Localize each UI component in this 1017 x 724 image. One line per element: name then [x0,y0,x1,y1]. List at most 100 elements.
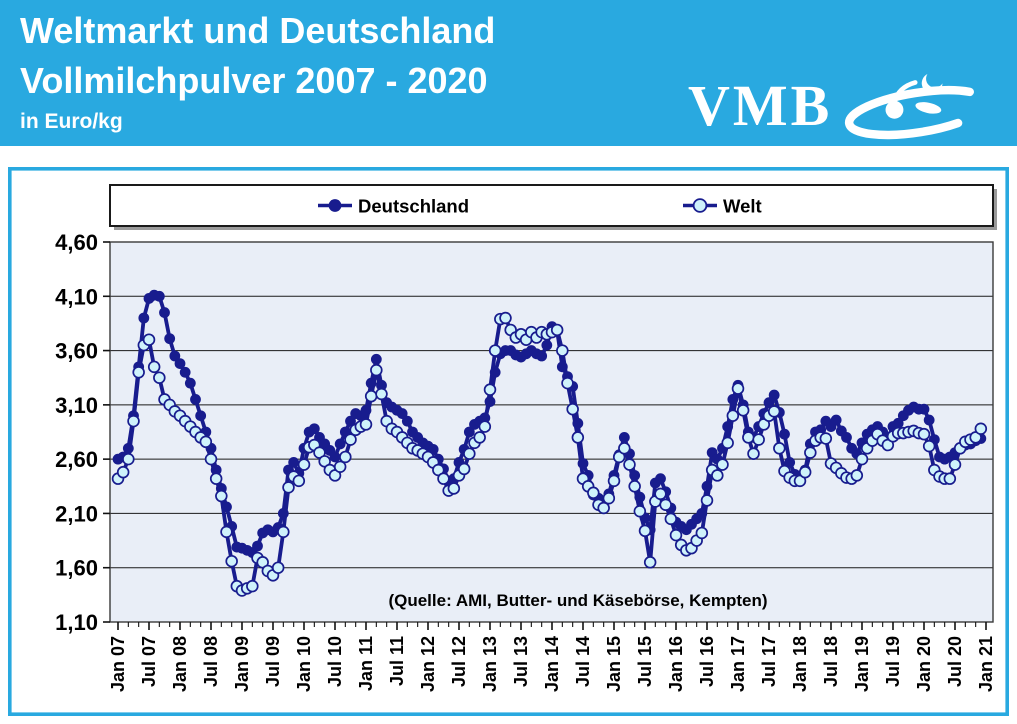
welt-marker [153,371,166,384]
y-tick-label: 2,10 [55,501,98,526]
welt-marker [747,447,760,460]
deutschland-marker [572,417,584,429]
deutschland-marker [841,432,852,443]
deutschland-marker [370,353,382,365]
deutschland-marker [722,421,734,432]
welt-marker [587,486,600,500]
chart-frame: 1,10 1,60 2,10 2,60 3,10 3,60 4,10 4,60 Jan 07 Ju… [8,167,1009,716]
legend-deutschland-label: Deutschland [358,196,469,217]
deutschland-marker [779,428,790,440]
welt-marker [623,458,636,471]
welt-marker [850,469,864,482]
x-tick-label: Jul 15 [635,636,655,687]
deutschland-marker [655,473,666,485]
deutschland-marker [629,470,641,481]
welt-marker [199,435,213,449]
welt-marker [370,363,383,377]
welt-marker [974,422,988,435]
deutschland-marker [396,408,408,419]
deutschland-marker [892,417,904,429]
welt-marker [742,431,755,444]
price-chart: 1,10 1,60 2,10 2,60 3,10 3,60 4,10 4,60 Jan 07 Ju… [8,167,1009,716]
page-title-line1: Weltmarkt und Deutschland [20,10,496,51]
x-tick-label: Jan 08 [170,636,190,692]
deutschland-marker [159,307,170,318]
y-tick-label: 4,60 [55,230,98,255]
unit-label: in Euro/kg [20,110,123,133]
welt-marker [447,482,461,495]
deutschland-marker [184,377,196,389]
welt-marker [700,494,714,507]
welt-marker [204,452,218,466]
welt-marker [297,458,311,471]
deutschland-marker [122,442,134,454]
deutschland-marker [169,350,181,362]
y-tick-label: 1,60 [55,556,98,581]
welt-marker [561,376,574,390]
deutschland-marker [634,491,646,503]
welt-marker [628,480,641,493]
welt-marker [917,427,931,441]
x-tick-label: Jul 11 [387,636,407,686]
welt-marker [220,525,233,539]
x-tick-label: Jul 12 [449,636,469,687]
welt-marker [483,383,497,396]
deutschland-marker [701,480,713,492]
welt-marker [819,432,833,445]
welt-marker [292,474,306,488]
welt-marker [659,498,672,511]
legend-deutschland-marker [328,199,342,212]
x-tick-label: Jul 18 [821,636,841,687]
x-tick-label: Jan 15 [604,636,624,692]
x-tick-label: Jan 09 [232,636,252,692]
welt-marker [116,465,130,479]
welt-marker [597,501,610,515]
x-tick-label: Jan 17 [728,636,748,692]
vmb-logo: VMB [688,68,1010,144]
welt-marker [339,450,352,464]
welt-marker [478,420,492,433]
deutschland-marker [308,423,320,435]
deutschland-marker [556,361,568,373]
x-tick-label: Jan 19 [852,636,872,692]
vmb-logo-text: VMB [688,73,833,138]
welt-marker [773,442,786,455]
welt-marker [711,469,724,482]
welt-marker [122,452,135,466]
y-tick-label: 2,60 [55,447,98,472]
deutschland-marker [784,457,796,468]
deutschland-marker [479,412,491,424]
welt-marker [556,344,569,357]
deutschland-marker [463,426,475,438]
deutschland-marker [541,339,553,351]
welt-marker [457,462,471,476]
welt-marker [638,524,652,538]
x-tick-label: Jul 07 [139,636,159,687]
welt-marker [618,442,631,455]
welt-marker [752,433,765,446]
deutschland-marker [179,366,191,378]
y-tick-label: 1,10 [55,610,98,635]
deutschland-marker [577,458,589,469]
welt-marker [654,487,667,501]
welt-marker [209,472,223,485]
x-tick-label: Jan 21 [976,636,996,692]
deutschland-marker [365,377,377,389]
legend-welt-label: Welt [723,196,762,217]
x-tick-label: Jan 14 [542,636,562,692]
welt-marker [344,433,357,446]
welt-marker [798,465,812,479]
title-block: Weltmarkt und Deutschland Vollmilchpulve… [20,6,495,134]
welt-marker [132,366,145,379]
welt-marker [550,323,564,337]
x-tick-label: Jan 11 [356,636,376,691]
deutschland-marker [334,438,346,450]
x-tick-label: Jul 13 [511,636,531,687]
deutschland-marker [618,432,630,443]
welt-marker [922,439,936,453]
welt-marker [359,418,373,431]
welt-marker [731,382,745,395]
welt-marker [633,505,647,518]
x-tick-label: Jul 16 [697,636,717,687]
